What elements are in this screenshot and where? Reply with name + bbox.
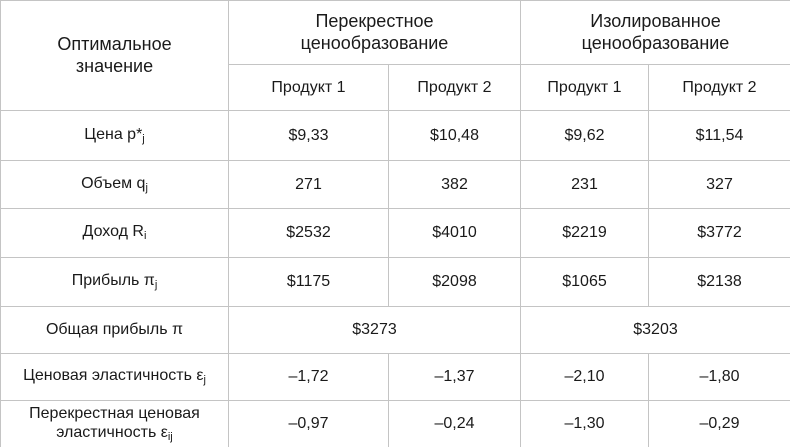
subheader-row: Продукт 1 Продукт 2 Продукт 1 Продукт 2	[1, 64, 790, 111]
row-label-text: Объем q	[81, 174, 146, 192]
data-row: Доход Ri $2532 $4010 $2219 $3772	[0, 208, 790, 258]
value-cell: –0,24	[388, 400, 521, 447]
data-row: Перекрестная ценовая эластичность εij –0,…	[0, 400, 790, 447]
value-cell: 271	[228, 160, 389, 209]
row-label-sub: j	[203, 374, 206, 387]
value-cell: 327	[648, 160, 790, 209]
value-cell: $3772	[648, 208, 790, 258]
corner-cell: Оптимальное значение	[0, 0, 229, 111]
row-label-sub: j	[142, 132, 145, 145]
corner-text: Оптимальное значение	[57, 33, 172, 76]
data-row: Общая прибыль π $3273 $3203	[0, 306, 790, 354]
row-label-wrap: Перекрестная ценовая эластичность εij	[15, 404, 215, 444]
data-row: Объем qj 271 382 231 327	[0, 160, 790, 209]
value-cell: $2532	[228, 208, 389, 258]
row-label-wrap: Доход Ri	[83, 222, 147, 243]
row-label-text: Цена p*	[84, 125, 143, 143]
header-row: Оптимальное значение Перекрестное ценообр…	[0, 0, 790, 111]
row-label-sub: j	[154, 279, 158, 292]
row-label-text: Доход R	[82, 223, 144, 241]
value-cell: –1,37	[388, 353, 521, 401]
product-header: Продукт 2	[388, 64, 521, 111]
value-cell: $3203	[520, 306, 790, 354]
row-label-wrap: Объем qj	[81, 174, 148, 195]
value-cell: $2138	[648, 257, 790, 307]
value-cell: $1175	[228, 257, 389, 307]
group-header: Изолированное ценообразование	[520, 0, 790, 65]
row-label: Цена p*j	[0, 110, 229, 161]
value-cell: $1065	[520, 257, 649, 307]
group-header: Перекрестное ценообразование	[228, 0, 521, 65]
row-label-wrap: Цена p*j	[84, 125, 145, 146]
value-cell: $9,33	[228, 110, 389, 161]
value-cell: –1,30	[520, 400, 649, 447]
value-cell: $2219	[520, 208, 649, 258]
row-label-text: Перекрестная ценовая эластичность ε	[29, 404, 200, 441]
value-cell: 231	[520, 160, 649, 209]
value-cell: $9,62	[520, 110, 649, 161]
row-label-wrap: Ценовая эластичность εj	[23, 366, 206, 387]
data-row: Ценовая эластичность εj –1,72 –1,37 –2,10 –1…	[0, 353, 790, 401]
product-header: Продукт 1	[520, 64, 649, 111]
data-row: Цена p*j $9,33 $10,48 $9,62 $11,54	[0, 110, 790, 161]
row-label-sub: i	[143, 230, 147, 243]
group-text: Изолированное ценообразование	[581, 10, 730, 53]
row-label: Объем qj	[0, 160, 229, 209]
product-header: Продукт 2	[648, 64, 790, 111]
value-cell: –0,29	[648, 400, 790, 447]
row-label: Перекрестная ценовая эластичность εij	[0, 400, 229, 447]
row-label: Ценовая эластичность εj	[0, 353, 229, 401]
value-cell: –1,80	[648, 353, 790, 401]
product-header: Продукт 1	[228, 64, 389, 111]
row-label-wrap: Прибыль πj	[72, 271, 158, 292]
row-label: Прибыль πj	[0, 257, 229, 307]
data-row: Прибыль πj $1175 $2098 $1065 $2138	[0, 257, 790, 307]
row-label-wrap: Общая прибыль π	[46, 320, 183, 339]
group-text: Перекрестное ценообразование	[300, 10, 449, 53]
value-cell: $11,54	[648, 110, 790, 161]
row-label-text: Прибыль π	[71, 272, 155, 290]
value-cell: $2098	[388, 257, 521, 307]
row-label-sub: ij	[167, 431, 173, 443]
row-label-sub: j	[145, 181, 148, 194]
row-label: Доход Ri	[0, 208, 229, 258]
value-cell: –1,72	[228, 353, 389, 401]
row-label: Общая прибыль π	[0, 306, 229, 354]
row-label-text: Ценовая эластичность ε	[23, 367, 204, 385]
value-cell: $10,48	[388, 110, 521, 161]
value-cell: –2,10	[520, 353, 649, 401]
value-cell: 382	[388, 160, 521, 209]
value-cell: $4010	[388, 208, 521, 258]
row-label-text: Общая прибыль π	[45, 321, 184, 339]
value-cell: $3273	[228, 306, 521, 354]
value-cell: –0,97	[228, 400, 389, 447]
